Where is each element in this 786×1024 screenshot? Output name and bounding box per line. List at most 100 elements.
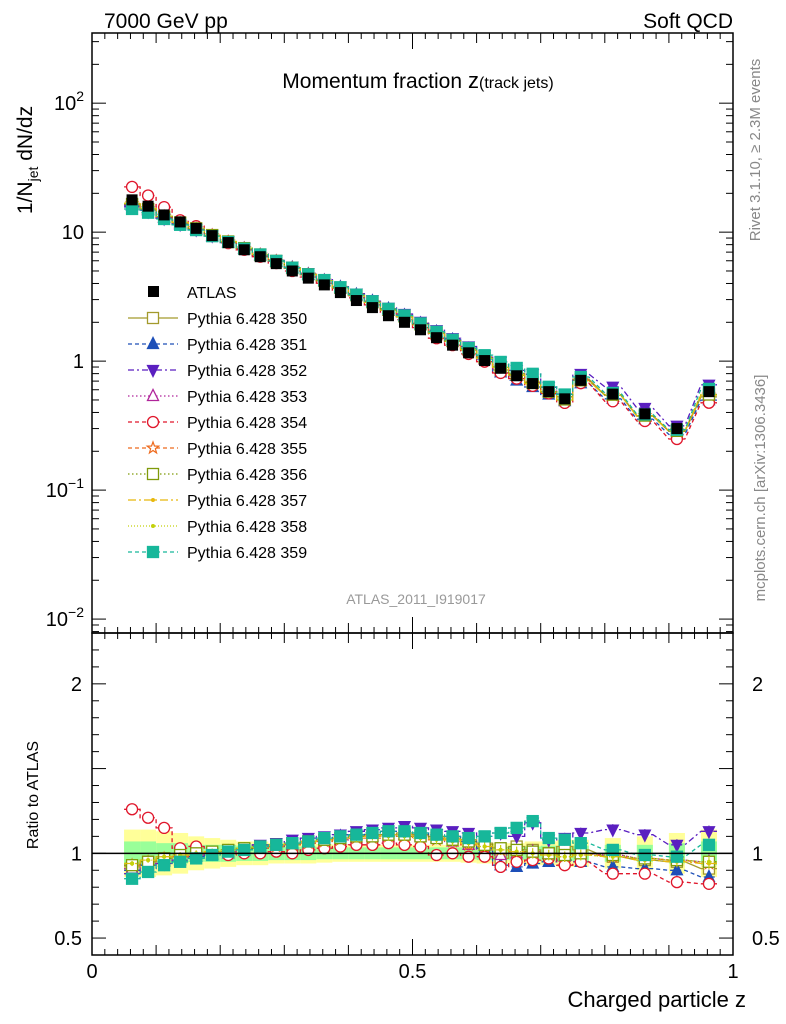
legend-label: Pythia 6.428 350 [187, 311, 307, 328]
legend-label: Pythia 6.428 355 [187, 441, 307, 458]
legend-swatch-reference [148, 286, 159, 297]
series-point-ratio-9 [462, 831, 475, 845]
legend-label: Pythia 6.428 351 [187, 337, 307, 354]
series-point-ratio-9 [430, 828, 443, 841]
series-point-ratio-9 [270, 838, 283, 851]
ratio-y-tick-label-right: 1 [752, 843, 763, 865]
series-point-ratio-2 [670, 839, 684, 853]
reference-point [431, 332, 443, 344]
reference-point [415, 324, 427, 336]
mcplots-reference-text: mcplots.cern.ch [arXiv:1306.3436] [752, 375, 769, 602]
series-point-ratio-4 [141, 811, 155, 824]
series-point-ratio-8 [562, 854, 567, 859]
series-point-ratio-4 [638, 867, 652, 880]
series-point-ratio-9 [302, 835, 315, 848]
reference-point [671, 423, 683, 435]
legend-marker [145, 440, 161, 455]
reference-point [318, 279, 330, 291]
series-point-ratio-8 [498, 847, 503, 852]
reference-point [254, 251, 266, 263]
series-point-ratio-2 [606, 824, 620, 838]
series-point-ratio-2 [638, 829, 652, 843]
series-point-ratio-8 [130, 861, 135, 866]
series-point-ratio-4 [430, 848, 443, 862]
series-point-ratio-9 [190, 852, 203, 865]
series-point-ratio-9 [206, 848, 219, 862]
x-tick-label: 1 [727, 961, 738, 983]
series-point-ratio-9 [478, 830, 491, 843]
series-point-main-4 [141, 189, 155, 202]
reference-point [495, 362, 507, 374]
legend-label: Pythia 6.428 352 [187, 363, 307, 380]
main-y-tick-exponent: 2 [76, 88, 84, 104]
analysis-watermark: ATLAS_2011_I919017 [346, 591, 486, 607]
reference-point [511, 370, 523, 382]
reference-point [174, 216, 186, 228]
main-y-label-head: 1/N [14, 181, 37, 214]
series-point-ratio-9 [173, 855, 187, 868]
main-y-tick-label: 102 [54, 88, 84, 115]
main-y-label: 1/Njet dN/dz [14, 106, 41, 214]
main-y-label-tail: dN/dz [14, 106, 37, 167]
legend-marker [146, 415, 160, 429]
series-point-ratio-1 [670, 862, 684, 876]
reference-point [398, 316, 410, 328]
series-point-ratio-9 [157, 859, 171, 872]
legend-label: Pythia 6.428 358 [187, 519, 307, 536]
legend-marker [151, 498, 155, 502]
reference-point [559, 393, 571, 405]
reference-point [334, 287, 346, 299]
legend-label: Pythia 6.428 359 [187, 545, 307, 562]
x-tick-label: 0 [86, 961, 97, 983]
ratio-y-tick-label-right: 0.5 [752, 928, 780, 950]
reference-point [222, 237, 234, 249]
x-tick-label: 0.5 [399, 961, 427, 983]
main-y-tick-base: 10 [46, 609, 68, 631]
series-point-ratio-8 [146, 858, 151, 863]
legend-marker [151, 524, 155, 528]
main-y-tick-label: 10−2 [46, 604, 84, 631]
series-point-ratio-9 [398, 825, 411, 838]
legend-marker [146, 388, 160, 402]
main-title-variable: z [468, 68, 479, 93]
series-point-ratio-4 [702, 877, 716, 890]
series-point-main-9 [526, 367, 539, 380]
series-point-ratio-9 [414, 826, 427, 840]
series-line-ratio-4 [124, 808, 717, 885]
reference-point [703, 386, 715, 398]
main-y-tick-exponent: −2 [68, 604, 84, 620]
ratio-y-tick-label: 0.5 [54, 928, 82, 950]
main-y-tick-label: 10−1 [46, 475, 84, 502]
series-point-ratio-9 [526, 814, 539, 828]
ratio-frame [91, 632, 734, 956]
series-point-ratio-9 [125, 872, 139, 885]
series-point-ratio-9 [702, 838, 716, 851]
series-point-ratio-4 [125, 803, 139, 816]
legend-label: Pythia 6.428 357 [187, 493, 307, 510]
ratio-y-label: Ratio to ATLAS [25, 741, 42, 849]
reference-point [206, 230, 218, 242]
reference-point [158, 209, 170, 221]
series-point-ratio-9 [510, 821, 523, 835]
reference-point [463, 347, 475, 359]
ratio-y-tick-label-right: 2 [752, 674, 763, 696]
series-point-ratio-9 [558, 833, 571, 846]
legend-label: ATLAS [187, 285, 237, 302]
main-title-text: Momentum fraction [282, 70, 462, 93]
reference-point [286, 265, 298, 277]
reference-point [270, 258, 282, 270]
main-y-label-sub: jet [25, 167, 41, 183]
series-point-ratio-4 [606, 867, 619, 880]
legend-marker [146, 336, 160, 350]
series-point-ratio-9 [494, 826, 507, 840]
reference-point [527, 378, 539, 390]
series-point-ratio-9 [286, 836, 299, 850]
legend-marker [146, 467, 160, 481]
legend-label: Pythia 6.428 354 [187, 415, 307, 432]
reference-point [447, 339, 459, 351]
main-y-tick-base: 10 [62, 222, 84, 244]
series-point-ratio-9 [366, 826, 379, 840]
series-point-ratio-4 [494, 860, 507, 874]
